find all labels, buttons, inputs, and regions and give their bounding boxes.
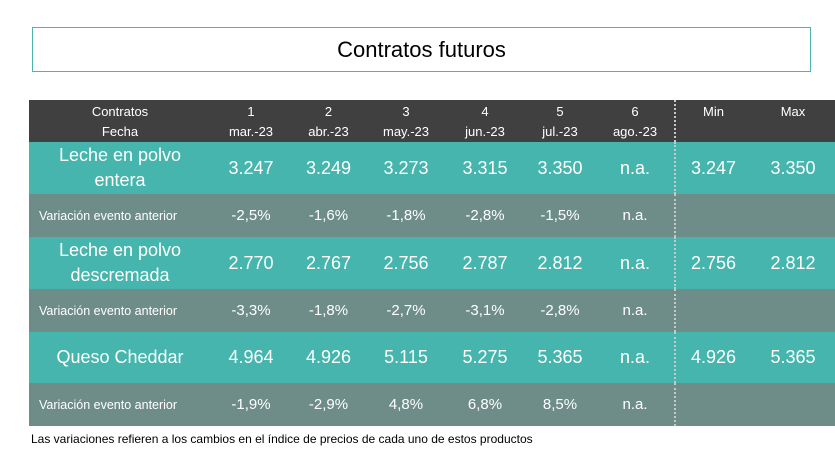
product-label: Queso Cheddar bbox=[56, 347, 184, 367]
empty-cell bbox=[674, 289, 751, 332]
variation-cell: -2,8% bbox=[465, 207, 505, 224]
header-contract-6: 6 ago.-23 bbox=[596, 100, 674, 142]
price-cell: n.a. bbox=[619, 157, 651, 178]
variation-cell: -2,5% bbox=[231, 207, 271, 224]
variation-cell: -2,8% bbox=[540, 302, 580, 319]
price-cell: 3.315 bbox=[462, 157, 508, 178]
table-row: Variación evento anterior -1,9% -2,9% 4,… bbox=[29, 383, 835, 426]
header-contract-2: 2 abr.-23 bbox=[291, 100, 366, 142]
empty-cell bbox=[674, 194, 751, 237]
table-header-row: Contratos Fecha 1 mar.-23 2 abr.-23 3 ma… bbox=[29, 100, 835, 142]
min-label: Min bbox=[703, 104, 724, 119]
contract-date: may.-23 bbox=[383, 124, 429, 139]
price-cell: 4.926 bbox=[305, 347, 352, 367]
empty-cell bbox=[751, 194, 835, 237]
table-row: Queso Cheddar 4.964 4.926 5.115 5.275 5.… bbox=[29, 332, 835, 383]
price-cell: 2.812 bbox=[537, 252, 583, 273]
variation-cell: n.a. bbox=[622, 207, 648, 224]
variation-cell: n.a. bbox=[622, 302, 648, 319]
price-cell: 3.350 bbox=[537, 157, 583, 178]
contract-number: 2 bbox=[324, 104, 333, 119]
variation-cell: 8,5% bbox=[542, 396, 578, 413]
price-cell: 2.770 bbox=[228, 252, 274, 273]
max-label: Max bbox=[780, 104, 806, 119]
table-row: Variación evento anterior -2,5% -1,6% -1… bbox=[29, 194, 835, 237]
table-row: Variación evento anterior -3,3% -1,8% -2… bbox=[29, 289, 835, 332]
min-cell: 4.926 bbox=[674, 332, 751, 383]
price-cell: 3.273 bbox=[383, 157, 429, 178]
contract-date: mar.-23 bbox=[228, 124, 274, 139]
max-cell: 2.812 bbox=[770, 252, 816, 273]
header-contract-5: 5 jul.-23 bbox=[524, 100, 596, 142]
empty-cell bbox=[751, 289, 835, 332]
variation-label: Variación evento anterior bbox=[39, 303, 178, 318]
product-label: Leche en polvo descremada bbox=[58, 240, 182, 285]
contract-number: 3 bbox=[402, 104, 410, 119]
variation-cell: -1,9% bbox=[231, 396, 271, 413]
variation-cell: -2,9% bbox=[308, 396, 349, 413]
table-row: Leche en polvo entera 3.247 3.249 3.273 … bbox=[29, 142, 835, 194]
contract-number: 5 bbox=[556, 104, 564, 119]
variation-cell: -1,5% bbox=[540, 207, 580, 224]
max-cell: 3.350 bbox=[770, 157, 816, 178]
max-cell: 5.365 bbox=[770, 347, 816, 367]
page-title: Contratos futuros bbox=[32, 27, 811, 72]
variation-cell: -3,1% bbox=[465, 302, 505, 319]
futures-table: Contratos Fecha 1 mar.-23 2 abr.-23 3 ma… bbox=[29, 100, 835, 426]
variation-cell: -1,8% bbox=[308, 302, 349, 319]
header-contract-4: 4 jun.-23 bbox=[446, 100, 524, 142]
contract-number: 6 bbox=[631, 104, 639, 119]
contract-date: abr.-23 bbox=[308, 124, 349, 139]
product-label: Leche en polvo entera bbox=[58, 145, 182, 190]
price-cell: 3.249 bbox=[305, 157, 352, 178]
empty-cell bbox=[674, 383, 751, 426]
min-cell: 3.247 bbox=[674, 142, 751, 194]
contract-date: jul.-23 bbox=[542, 124, 578, 139]
contract-date: jun.-23 bbox=[465, 124, 505, 139]
table-row: Leche en polvo descremada 2.770 2.767 2.… bbox=[29, 237, 835, 289]
header-label-cell: Contratos Fecha bbox=[29, 100, 211, 142]
footnote: Las variaciones refieren a los cambios e… bbox=[31, 432, 533, 446]
price-cell: 2.767 bbox=[305, 252, 352, 273]
variation-cell: 4,8% bbox=[388, 396, 424, 413]
variation-cell: -2,7% bbox=[386, 302, 426, 319]
variation-label: Variación evento anterior bbox=[39, 208, 178, 223]
variation-cell: -1,6% bbox=[308, 207, 349, 224]
price-cell: n.a. bbox=[619, 347, 651, 367]
header-max: Max bbox=[751, 100, 835, 142]
header-contracts-label: Contratos bbox=[91, 104, 149, 119]
price-cell: 2.787 bbox=[462, 252, 508, 273]
price-cell: 4.964 bbox=[228, 347, 274, 367]
contract-number: 4 bbox=[481, 104, 489, 119]
variation-cell: n.a. bbox=[622, 396, 648, 413]
header-contract-3: 3 may.-23 bbox=[366, 100, 446, 142]
price-cell: 5.365 bbox=[537, 347, 583, 367]
contract-date: ago.-23 bbox=[612, 124, 658, 139]
price-cell: 3.247 bbox=[228, 157, 274, 178]
empty-cell bbox=[751, 383, 835, 426]
price-cell: 2.756 bbox=[383, 252, 429, 273]
price-cell: 5.275 bbox=[462, 347, 508, 367]
variation-cell: -3,3% bbox=[231, 302, 271, 319]
header-min: Min bbox=[674, 100, 751, 142]
price-cell: 5.115 bbox=[384, 347, 428, 367]
contract-number: 1 bbox=[247, 104, 255, 119]
variation-label: Variación evento anterior bbox=[39, 397, 178, 412]
variation-cell: 6,8% bbox=[467, 396, 503, 413]
header-contract-1: 1 mar.-23 bbox=[211, 100, 291, 142]
min-cell: 2.756 bbox=[674, 237, 751, 289]
variation-cell: -1,8% bbox=[386, 207, 426, 224]
header-date-label: Fecha bbox=[101, 124, 139, 139]
price-cell: n.a. bbox=[619, 252, 651, 273]
